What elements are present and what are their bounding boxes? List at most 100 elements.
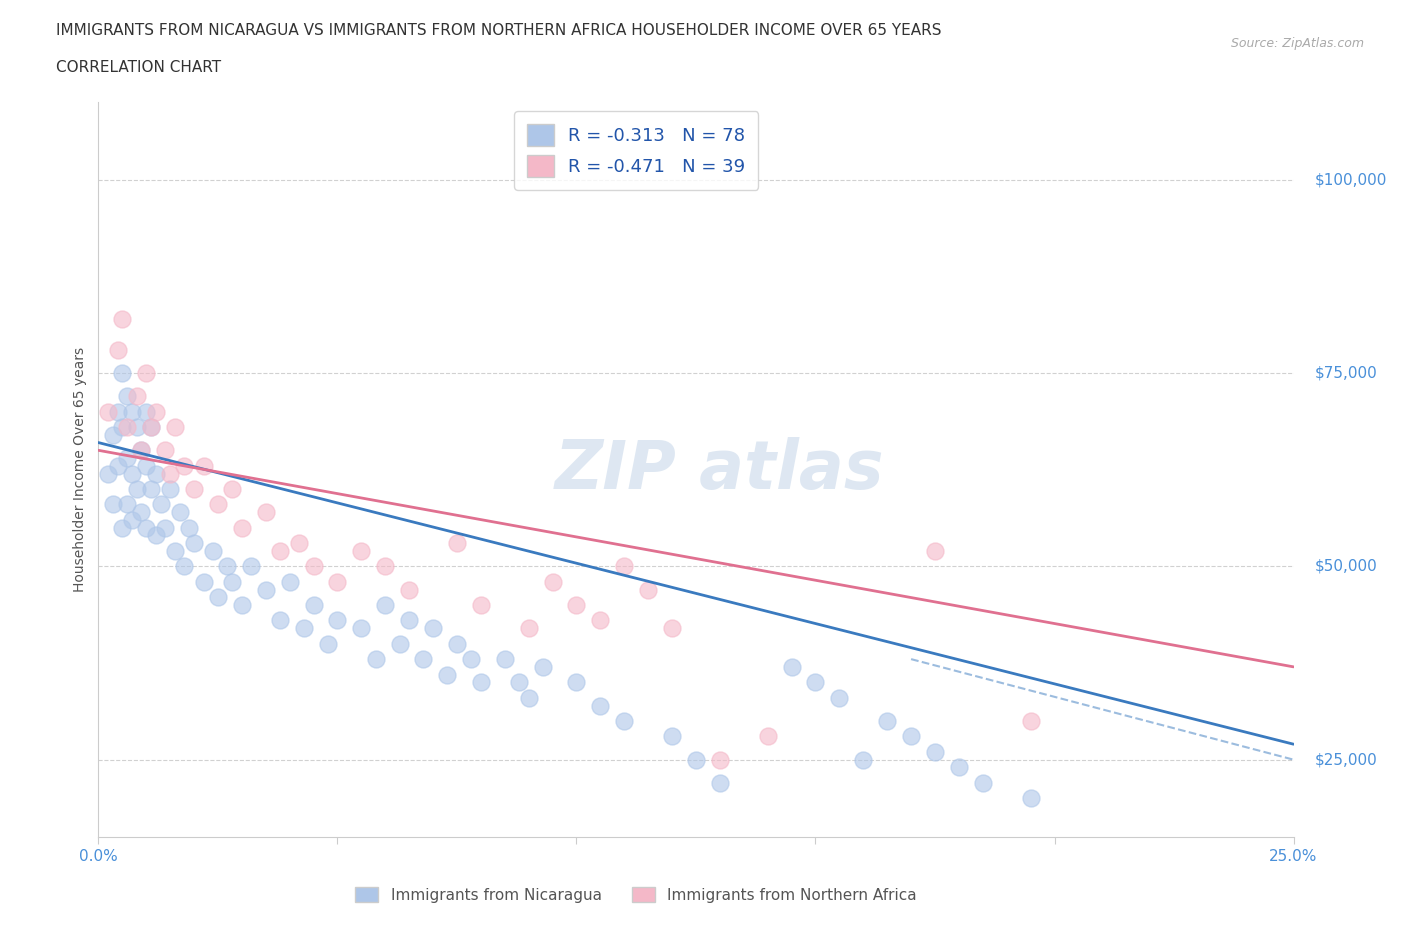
Point xyxy=(350,543,373,558)
Point xyxy=(193,575,215,590)
Point xyxy=(709,776,731,790)
Point xyxy=(972,776,994,790)
Point xyxy=(254,582,277,597)
Point xyxy=(125,482,148,497)
Point xyxy=(517,620,540,635)
Point xyxy=(613,713,636,728)
Text: IMMIGRANTS FROM NICARAGUA VS IMMIGRANTS FROM NORTHERN AFRICA HOUSEHOLDER INCOME : IMMIGRANTS FROM NICARAGUA VS IMMIGRANTS … xyxy=(56,23,942,38)
Point xyxy=(135,520,157,535)
Point xyxy=(169,505,191,520)
Point xyxy=(269,543,291,558)
Point xyxy=(661,620,683,635)
Point xyxy=(446,536,468,551)
Point xyxy=(163,543,186,558)
Point xyxy=(531,659,554,674)
Point xyxy=(613,559,636,574)
Point xyxy=(101,428,124,443)
Point xyxy=(125,419,148,434)
Point xyxy=(412,652,434,667)
Point xyxy=(193,458,215,473)
Point xyxy=(111,312,134,326)
Point xyxy=(107,458,129,473)
Point xyxy=(115,451,138,466)
Point xyxy=(131,505,153,520)
Point xyxy=(163,419,186,434)
Point xyxy=(111,365,134,380)
Point xyxy=(756,729,779,744)
Y-axis label: Householder Income Over 65 years: Householder Income Over 65 years xyxy=(73,347,87,592)
Point xyxy=(828,690,851,705)
Point xyxy=(135,365,157,380)
Point xyxy=(565,675,588,690)
Point xyxy=(115,419,138,434)
Point xyxy=(470,675,492,690)
Text: $25,000: $25,000 xyxy=(1315,752,1378,767)
Point xyxy=(948,760,970,775)
Point xyxy=(661,729,683,744)
Point xyxy=(107,405,129,419)
Point xyxy=(508,675,530,690)
Point xyxy=(1019,790,1042,805)
Point xyxy=(436,667,458,682)
Point xyxy=(183,536,205,551)
Point xyxy=(107,342,129,357)
Point xyxy=(288,536,311,551)
Point xyxy=(173,559,195,574)
Point xyxy=(398,613,420,628)
Point xyxy=(292,620,315,635)
Point xyxy=(541,575,564,590)
Point xyxy=(221,575,243,590)
Point xyxy=(101,497,124,512)
Point xyxy=(302,559,325,574)
Point xyxy=(97,405,120,419)
Point xyxy=(374,559,396,574)
Point xyxy=(269,613,291,628)
Point xyxy=(637,582,659,597)
Point xyxy=(231,598,253,613)
Point xyxy=(111,520,134,535)
Point xyxy=(589,698,612,713)
Point xyxy=(139,482,162,497)
Text: $75,000: $75,000 xyxy=(1315,365,1378,380)
Point xyxy=(149,497,172,512)
Point xyxy=(350,620,373,635)
Point xyxy=(876,713,898,728)
Point xyxy=(145,528,167,543)
Point xyxy=(131,443,153,458)
Point xyxy=(316,636,339,651)
Point xyxy=(900,729,922,744)
Point xyxy=(173,458,195,473)
Point xyxy=(155,520,177,535)
Point xyxy=(115,389,138,404)
Point xyxy=(125,389,148,404)
Point xyxy=(780,659,803,674)
Point xyxy=(121,512,143,527)
Point xyxy=(254,505,277,520)
Text: ZIP atlas: ZIP atlas xyxy=(555,437,884,502)
Point xyxy=(398,582,420,597)
Point xyxy=(852,752,875,767)
Point xyxy=(139,419,162,434)
Point xyxy=(709,752,731,767)
Point xyxy=(121,466,143,481)
Point xyxy=(155,443,177,458)
Point xyxy=(460,652,482,667)
Point xyxy=(115,497,138,512)
Point xyxy=(589,613,612,628)
Point xyxy=(207,497,229,512)
Point xyxy=(221,482,243,497)
Point xyxy=(685,752,707,767)
Point xyxy=(202,543,225,558)
Text: CORRELATION CHART: CORRELATION CHART xyxy=(56,60,221,75)
Point xyxy=(422,620,444,635)
Point xyxy=(1019,713,1042,728)
Point xyxy=(388,636,411,651)
Point xyxy=(145,466,167,481)
Point xyxy=(97,466,120,481)
Point xyxy=(145,405,167,419)
Point xyxy=(240,559,263,574)
Point xyxy=(470,598,492,613)
Text: $50,000: $50,000 xyxy=(1315,559,1378,574)
Point xyxy=(159,482,181,497)
Legend: Immigrants from Nicaragua, Immigrants from Northern Africa: Immigrants from Nicaragua, Immigrants fr… xyxy=(347,879,925,910)
